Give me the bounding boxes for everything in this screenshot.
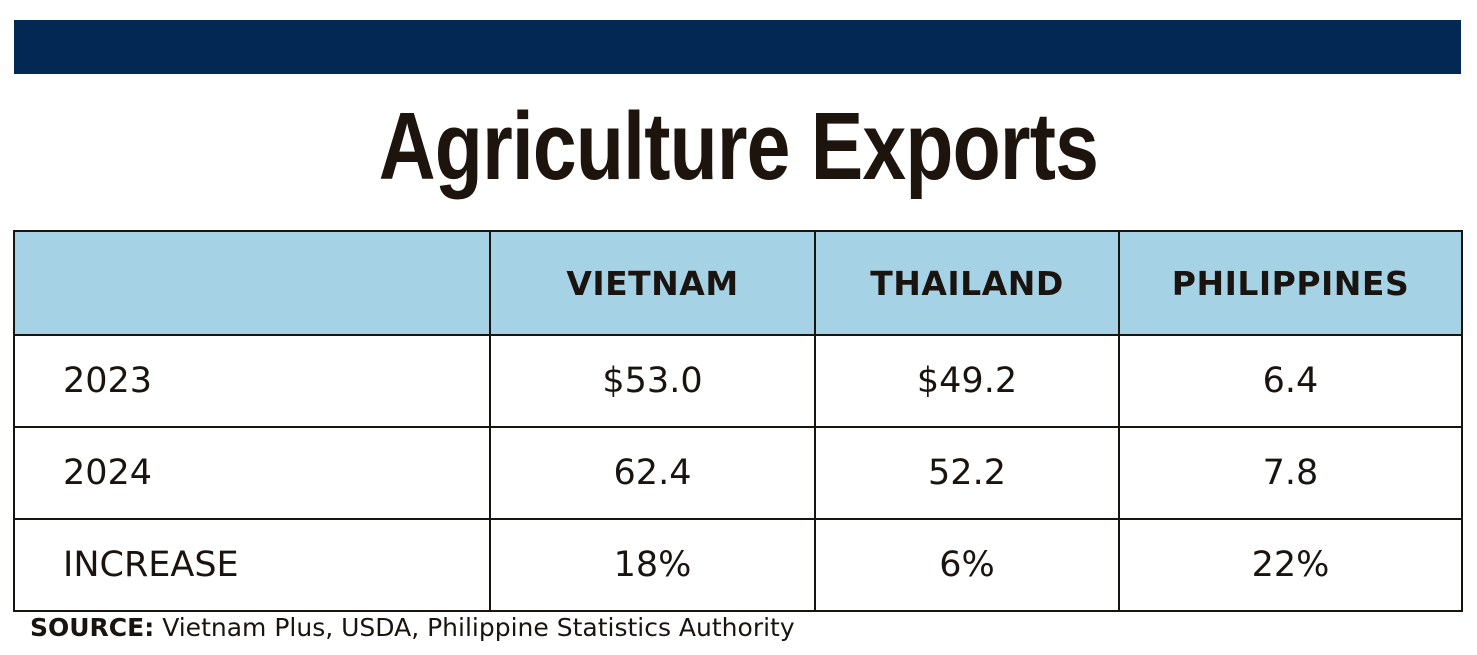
chart-title: Agriculture Exports <box>378 93 1099 200</box>
table-row: 2024 62.4 52.2 7.8 <box>13 426 1463 520</box>
cell-2023-philippines: 6.4 <box>1118 334 1463 428</box>
source-note: SOURCE: Vietnam Plus, USDA, Philippine S… <box>30 610 795 646</box>
table-row: INCREASE 18% 6% 22% <box>13 518 1463 612</box>
cell-2024-philippines: 7.8 <box>1118 426 1463 520</box>
cell-increase-vietnam: 18% <box>489 518 816 612</box>
header-cell-philippines: PHILIPPINES <box>1118 230 1463 336</box>
row-label-2024: 2024 <box>13 426 491 520</box>
cell-increase-thailand: 6% <box>814 518 1120 612</box>
header-cell-thailand: THAILAND <box>814 230 1120 336</box>
row-label-increase: INCREASE <box>13 518 491 612</box>
source-label: SOURCE: <box>30 613 155 642</box>
cell-increase-philippines: 22% <box>1118 518 1463 612</box>
cell-2024-vietnam: 62.4 <box>489 426 816 520</box>
table-row: 2023 $53.0 $49.2 6.4 <box>13 334 1463 428</box>
cell-2023-thailand: $49.2 <box>814 334 1120 428</box>
source-text: Vietnam Plus, USDA, Philippine Statistic… <box>162 613 795 642</box>
row-label-2023: 2023 <box>13 334 491 428</box>
top-band <box>14 20 1461 74</box>
header-cell-vietnam: VIETNAM <box>489 230 816 336</box>
exports-table: VIETNAM THAILAND PHILIPPINES 2023 $53.0 … <box>13 230 1463 612</box>
cell-2024-thailand: 52.2 <box>814 426 1120 520</box>
cell-2023-vietnam: $53.0 <box>489 334 816 428</box>
header-row: VIETNAM THAILAND PHILIPPINES <box>13 230 1463 336</box>
header-cell-empty <box>13 230 491 336</box>
